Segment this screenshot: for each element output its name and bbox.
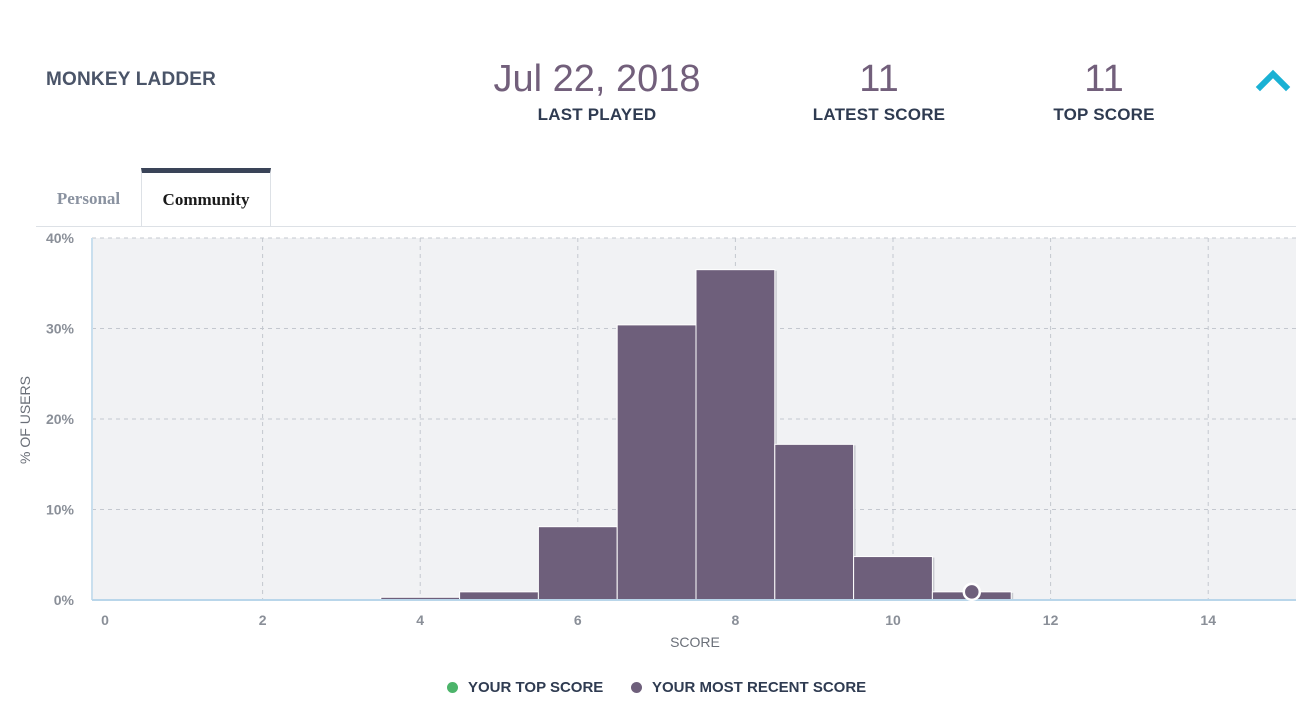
legend-top-score[interactable]: YOUR TOP SCORE bbox=[447, 679, 603, 696]
histogram-bar bbox=[616, 324, 697, 601]
x-axis-label: SCORE bbox=[670, 634, 720, 650]
y-tick-label: 30% bbox=[46, 321, 75, 337]
recent-score-marker[interactable] bbox=[962, 582, 982, 602]
top-score-label: TOP SCORE bbox=[1053, 105, 1155, 124]
y-tick-label: 0% bbox=[54, 592, 75, 608]
x-tick-label: 4 bbox=[416, 612, 424, 628]
game-title: MONKEY LADDER bbox=[46, 69, 217, 90]
y-axis-label: % OF USERS bbox=[17, 376, 33, 464]
view-tabs: Personal Community bbox=[36, 168, 1296, 227]
x-tick-label: 2 bbox=[259, 612, 267, 628]
histogram-bar bbox=[774, 443, 855, 601]
legend-top-score-label: YOUR TOP SCORE bbox=[468, 679, 604, 696]
histogram-bar bbox=[537, 526, 618, 601]
histogram-bar bbox=[459, 591, 539, 601]
score-markers bbox=[962, 582, 982, 602]
legend-recent-score-dot bbox=[631, 682, 642, 693]
x-tick-label: 6 bbox=[574, 612, 582, 628]
legend-top-score-dot bbox=[447, 682, 458, 693]
last-played-label: LAST PLAYED bbox=[537, 105, 657, 124]
top-score-stat: 11 TOP SCORE bbox=[1004, 56, 1204, 125]
tab-community[interactable]: Community bbox=[141, 168, 271, 226]
x-tick-label: 0 bbox=[101, 612, 109, 628]
top-score-value: 11 bbox=[1084, 58, 1124, 100]
last-played-value: Jul 22, 2018 bbox=[493, 58, 701, 100]
tab-personal[interactable]: Personal bbox=[56, 189, 121, 208]
collapse-button[interactable] bbox=[1254, 62, 1292, 96]
x-tick-label: 14 bbox=[1200, 612, 1216, 628]
legend-recent-score-label: YOUR MOST RECENT SCORE bbox=[652, 679, 867, 696]
x-tick-label: 8 bbox=[732, 612, 740, 628]
latest-score-label: LATEST SCORE bbox=[812, 105, 946, 124]
y-tick-label: 40% bbox=[46, 230, 75, 246]
latest-score-stat: 11 LATEST SCORE bbox=[779, 56, 979, 125]
y-tick-label: 10% bbox=[46, 502, 75, 518]
histogram-bar bbox=[695, 269, 776, 601]
legend-recent-score[interactable]: YOUR MOST RECENT SCORE bbox=[631, 679, 866, 696]
y-tick-label: 20% bbox=[46, 411, 75, 427]
x-tick-label: 10 bbox=[885, 612, 901, 628]
histogram-bar bbox=[853, 556, 933, 601]
last-played-stat: Jul 22, 2018 LAST PLAYED bbox=[477, 56, 717, 125]
chart-legend: YOUR TOP SCORE YOUR MOST RECENT SCORE bbox=[0, 679, 1307, 699]
score-distribution-chart: 0% 10% 20% 30% 40% 0 2 4 6 8 10 12 14 SCORE % OF USE… bbox=[17, 230, 1296, 650]
chevron-up-icon bbox=[1255, 69, 1291, 92]
latest-score-value: 11 bbox=[859, 58, 899, 100]
x-tick-label: 12 bbox=[1043, 612, 1059, 628]
bars bbox=[380, 269, 1014, 601]
axes: 0% 10% 20% 30% 40% 0 2 4 6 8 10 12 14 bbox=[46, 230, 1296, 628]
